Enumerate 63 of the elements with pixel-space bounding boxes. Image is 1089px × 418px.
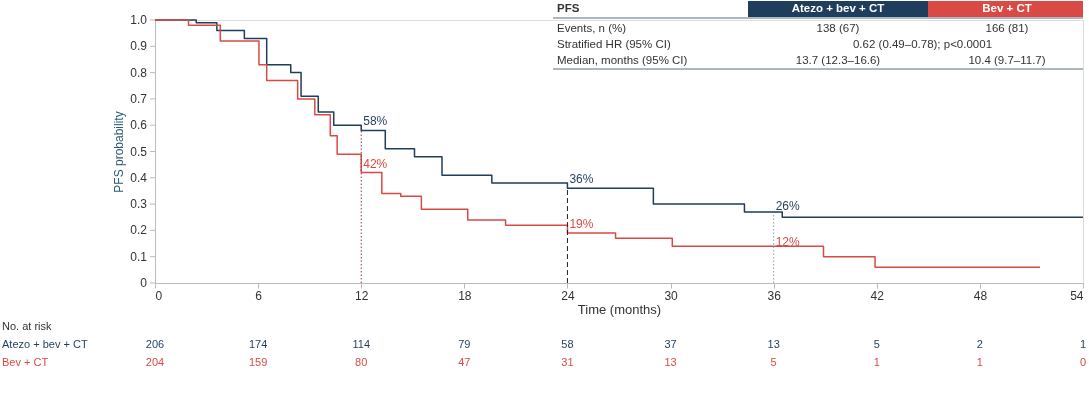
text: Bev + CT xyxy=(2,356,49,368)
y-tick-label: 0.2 xyxy=(130,223,148,238)
text: 1 xyxy=(1079,338,1087,350)
annotation: 138 (67) xyxy=(816,22,860,34)
text: 5 xyxy=(770,356,777,368)
annotation: 13.7 (12.3–16.6) xyxy=(795,54,881,66)
y-tick-label: 0.9 xyxy=(130,39,148,54)
annotation: 12% xyxy=(775,235,801,250)
text: 37 xyxy=(664,338,677,350)
text: PFS xyxy=(557,2,580,14)
text: 5 xyxy=(873,338,880,350)
annotation: 58% xyxy=(363,114,388,129)
text: 80 xyxy=(355,356,368,368)
x-tick-label: 18 xyxy=(458,288,472,303)
text: 114 xyxy=(352,338,370,350)
x-tick-label: 24 xyxy=(561,288,575,303)
y-tick-label: 0.1 xyxy=(130,249,148,264)
text: Atezo + bev + CT xyxy=(2,338,88,350)
y-tick-label: 0.5 xyxy=(130,144,148,159)
text: 159 xyxy=(248,356,268,368)
text: 13 xyxy=(664,356,677,368)
annotation: 10.4 (9.7–11.7) xyxy=(968,54,1046,66)
text: 79 xyxy=(458,338,471,350)
y-axis-title: PFS probability xyxy=(111,111,126,193)
y-tick-label: 0.3 xyxy=(130,197,148,212)
annotation: 36% xyxy=(569,172,594,187)
text: 1 xyxy=(873,356,880,368)
x-tick-label: 30 xyxy=(664,288,679,303)
annotation: 42% xyxy=(363,156,388,171)
x-tick-label: 54 xyxy=(1070,288,1084,303)
annotation: Events, n (%) xyxy=(557,22,627,34)
y-tick-label: 0.6 xyxy=(130,118,148,133)
y-tick-label: 0.4 xyxy=(130,170,148,185)
text: 2 xyxy=(976,338,983,350)
text: 174 xyxy=(248,338,268,350)
y-tick-label: 0.8 xyxy=(130,65,148,80)
x-axis-title: Time (months) xyxy=(577,301,662,317)
y-tick-label: 0.7 xyxy=(130,91,148,106)
annotation: 166 (81) xyxy=(985,22,1029,34)
annotation: 19% xyxy=(569,217,594,232)
annotation: 26% xyxy=(775,198,801,213)
text: 47 xyxy=(458,356,471,368)
annotation: 0.62 (0.49–0.78); p<0.0001 xyxy=(852,38,993,50)
text: 206 xyxy=(145,338,165,350)
text: Atezo + bev + CT xyxy=(791,2,885,14)
x-tick-label: 6 xyxy=(255,288,263,303)
x-tick-label: 0 xyxy=(155,288,163,303)
x-tick-label: 48 xyxy=(973,288,988,303)
x-tick-label: 36 xyxy=(767,288,782,303)
text: 13 xyxy=(767,338,780,350)
x-tick-label: 12 xyxy=(355,288,369,303)
text: Bev + CT xyxy=(982,2,1032,14)
text: 0 xyxy=(1079,356,1087,368)
x-tick-label: 42 xyxy=(870,288,885,303)
annotation: Stratified HR (95% CI) xyxy=(557,38,671,50)
y-tick-label: 1.0 xyxy=(130,13,148,27)
text: 1 xyxy=(976,356,983,368)
text: 58 xyxy=(561,338,574,350)
text: 31 xyxy=(561,356,574,368)
y-tick-label: 0 xyxy=(140,276,148,290)
annotation: Median, months (95% CI) xyxy=(557,54,688,66)
text: No. at risk xyxy=(2,320,53,332)
text: 204 xyxy=(145,356,165,368)
